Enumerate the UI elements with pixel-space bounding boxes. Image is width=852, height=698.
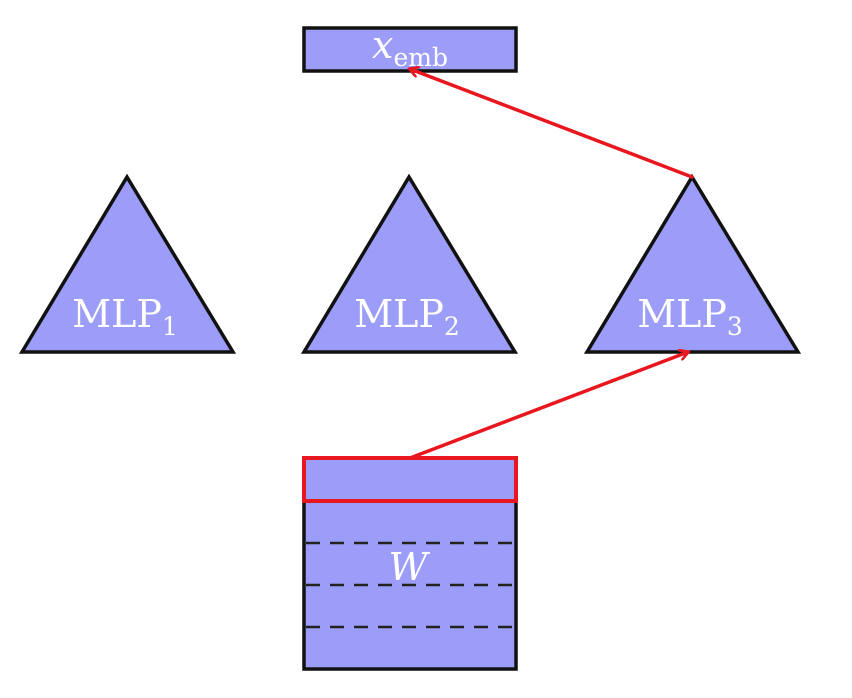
mlp-1-subscript: 1	[162, 312, 178, 341]
mlp-1-triangle	[18, 173, 237, 354]
mlp-3-to-embedding-arrow	[410, 69, 694, 179]
mlp-3-subscript: 3	[727, 312, 743, 341]
row-to-mlp-3-arrow	[408, 352, 688, 460]
mlp-1-base: MLP	[72, 292, 162, 336]
mlp-3-base: MLP	[637, 292, 727, 336]
mlp-3-label: MLP3	[637, 292, 743, 341]
mlp-2-label: MLP2	[354, 292, 460, 341]
weight-matrix-group: W	[302, 456, 518, 671]
mlp-2-triangle	[300, 173, 519, 354]
embedding-box-group: xemb	[302, 23, 518, 73]
mlp-1-group: MLP1	[18, 173, 237, 354]
embedding-subscript: emb	[393, 43, 448, 72]
mlp-2-group: MLP2	[300, 173, 519, 354]
weight-matrix-box	[302, 456, 518, 671]
weight-matrix-label: W	[388, 545, 430, 589]
mlp-2-base: MLP	[354, 292, 444, 336]
mlp-3-triangle	[583, 173, 802, 354]
mlp-1-label: MLP1	[72, 292, 178, 341]
mlp-3-group: MLP3	[583, 173, 802, 354]
mlp-2-subscript: 2	[444, 312, 460, 341]
embedding-symbol: x	[372, 23, 393, 67]
embedding-label: xemb	[372, 23, 448, 72]
